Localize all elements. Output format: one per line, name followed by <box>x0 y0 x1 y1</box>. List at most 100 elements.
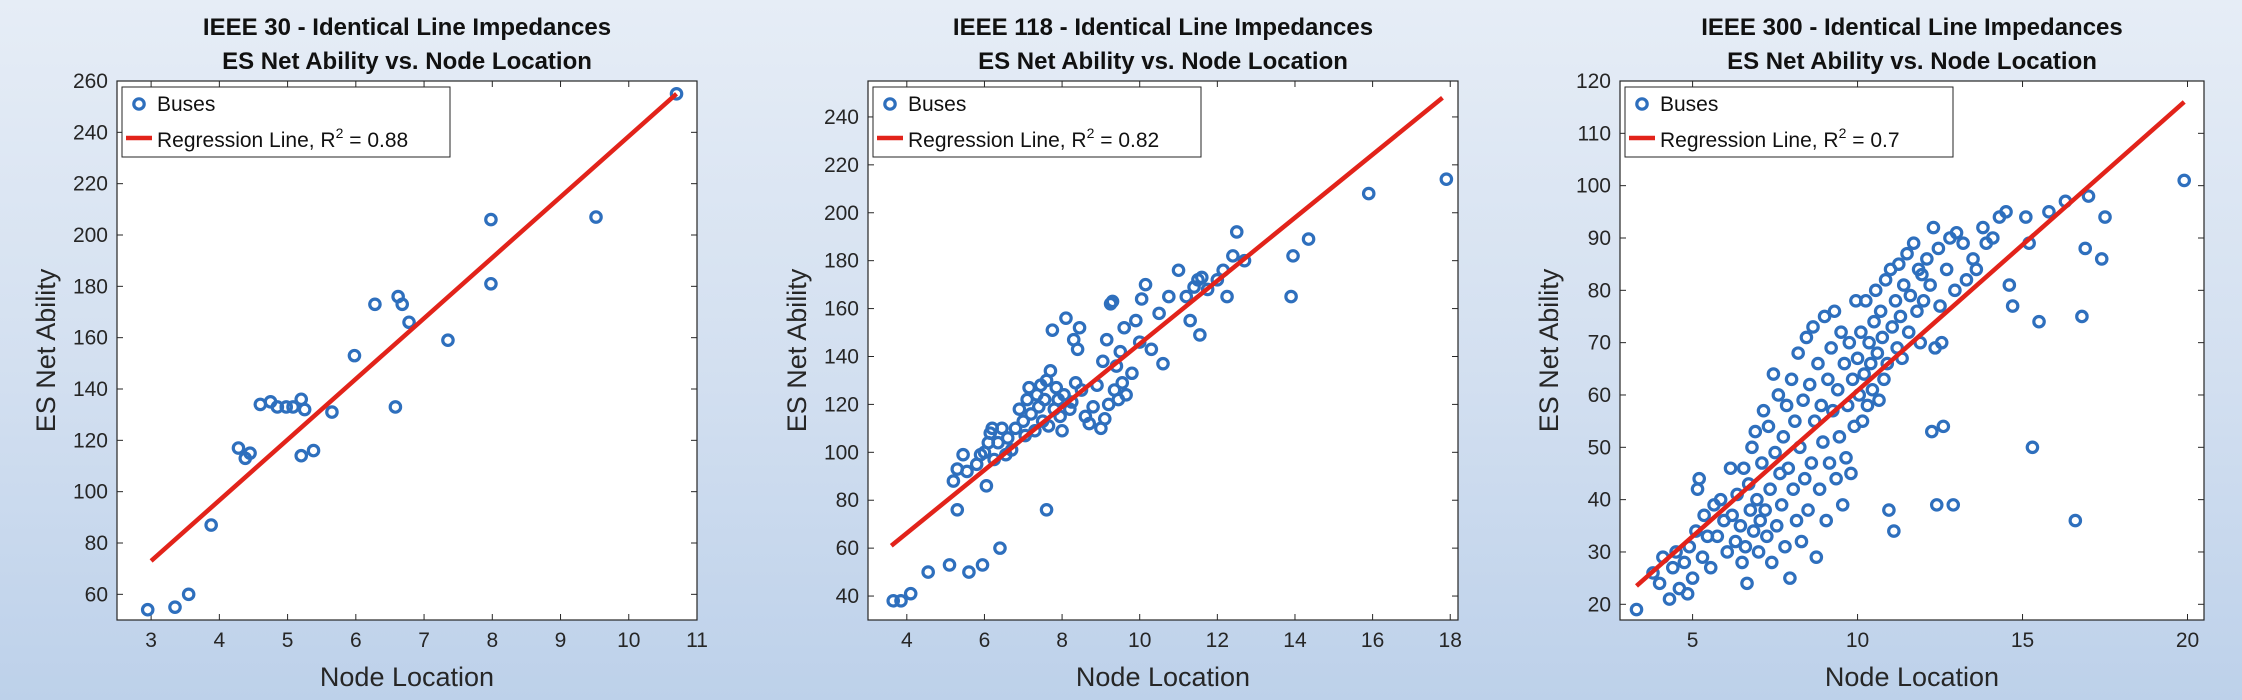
data-point <box>1999 205 2013 219</box>
data-point <box>2081 189 2096 203</box>
data-point <box>1171 263 1186 278</box>
data-point <box>1736 461 1751 476</box>
data-point <box>962 565 976 579</box>
data-point <box>1926 220 1941 235</box>
data-point <box>1863 356 1878 371</box>
y-tick-label: 260 <box>73 70 108 93</box>
data-point <box>1969 262 1984 277</box>
x-tick-label: 6 <box>350 629 362 652</box>
data-point <box>388 400 403 414</box>
y-tick-label: 70 <box>1588 332 1611 355</box>
data-point <box>993 541 1007 555</box>
x-tick-label: 3 <box>145 629 157 652</box>
data-point <box>1713 492 1728 507</box>
chart-title-line1: IEEE 300 - Identical Line Impedances <box>1701 14 2123 41</box>
legend-box <box>1624 86 1954 158</box>
x-tick-label: 10 <box>1128 629 1151 652</box>
data-point <box>1750 492 1764 507</box>
data-point <box>1903 288 1918 303</box>
data-point <box>1082 416 1097 431</box>
y-tick-label: 60 <box>85 583 108 606</box>
data-point <box>1669 545 1683 559</box>
y-axis-label: ES Net Ability <box>782 268 812 432</box>
x-tick-label: 14 <box>1283 629 1307 652</box>
chart-title-line1: IEEE 118 - Identical Line Impedances <box>953 14 1373 41</box>
legend-box <box>872 86 1202 158</box>
data-point <box>1827 304 1842 319</box>
data-point <box>484 212 498 227</box>
x-tick-label: 11 <box>686 629 708 652</box>
data-point <box>1115 376 1130 390</box>
data-point <box>2042 205 2056 219</box>
data-point <box>1703 560 1718 575</box>
y-tick-label: 180 <box>824 250 859 273</box>
data-point <box>1794 534 1809 549</box>
data-point <box>1946 498 1961 512</box>
data-point <box>1760 529 1774 544</box>
data-point <box>1665 560 1680 575</box>
data-point <box>1872 393 1886 408</box>
data-point <box>2078 241 2093 256</box>
data-point <box>1888 293 1903 308</box>
data-point <box>1799 330 1814 345</box>
data-point <box>1779 398 1794 413</box>
data-point <box>1817 309 1832 324</box>
data-point <box>1860 398 1875 413</box>
data-point <box>1193 328 1207 342</box>
data-point <box>1834 325 1848 339</box>
data-point <box>1361 186 1376 201</box>
data-point <box>1986 231 2000 245</box>
data-point <box>1072 320 1087 335</box>
y-tick-label: 40 <box>836 585 859 608</box>
data-point <box>2025 440 2040 455</box>
data-point <box>306 443 321 458</box>
data-point <box>1152 306 1166 321</box>
legend-label-regression: Regression Line, R2 = 0.82 <box>908 125 1159 152</box>
data-point <box>1936 419 1951 434</box>
chart-panel-1: IEEE 30 - Identical Line Impedances ES Ne… <box>31 14 708 692</box>
data-point <box>1755 456 1769 470</box>
data-point <box>1819 513 1834 528</box>
data-point <box>1439 172 1454 187</box>
x-tick-label: 15 <box>2011 629 2034 652</box>
x-axis-label: Node Location <box>1825 662 1999 692</box>
data-point <box>1761 419 1776 434</box>
data-point <box>903 586 918 601</box>
y-tick-label: 100 <box>73 481 108 504</box>
data-point <box>1751 545 1766 559</box>
data-point <box>325 405 339 419</box>
data-point <box>1781 461 1796 476</box>
data-point <box>1125 366 1139 381</box>
data-point <box>1097 411 1112 426</box>
data-point <box>1916 293 1931 308</box>
data-point <box>1956 236 1970 251</box>
data-point <box>979 479 994 493</box>
data-point <box>1697 508 1711 523</box>
y-axis-label: ES Net Ability <box>1534 268 1564 432</box>
y-tick-label: 200 <box>73 224 108 247</box>
x-tick-label: 4 <box>214 629 226 652</box>
data-point <box>1870 346 1885 360</box>
x-tick-label: 10 <box>617 629 640 652</box>
y-tick-label: 120 <box>73 429 108 452</box>
data-point <box>1183 313 1197 328</box>
data-point <box>1893 309 1908 324</box>
data-point <box>2019 210 2033 224</box>
y-tick-label: 120 <box>1576 70 1611 93</box>
data-point <box>231 441 246 455</box>
data-point <box>1723 461 1738 476</box>
y-tick-label: 90 <box>1588 227 1611 250</box>
data-point <box>2002 278 2017 292</box>
data-point <box>243 446 257 460</box>
data-point <box>1059 311 1073 325</box>
data-point <box>1043 364 1058 378</box>
x-tick-label: 4 <box>901 629 913 652</box>
data-point <box>1074 383 1089 397</box>
data-point <box>1933 299 1947 313</box>
data-point <box>1829 471 1843 486</box>
data-point <box>1801 503 1815 517</box>
data-point <box>950 503 965 517</box>
y-tick-label: 80 <box>1588 279 1611 302</box>
data-point <box>1105 294 1120 309</box>
